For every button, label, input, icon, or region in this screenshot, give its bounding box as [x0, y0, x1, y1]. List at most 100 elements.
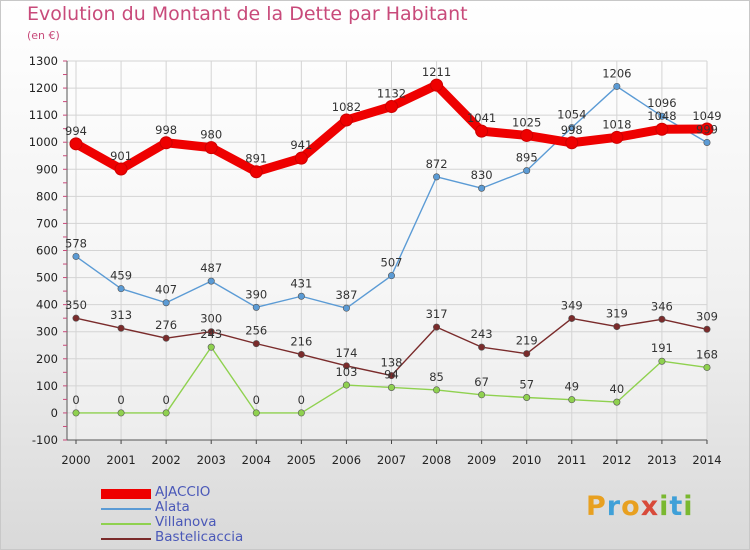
data-label: 994: [65, 124, 87, 138]
data-point: [523, 167, 531, 175]
data-point: [249, 165, 263, 179]
data-label: 350: [65, 298, 87, 312]
grid: [67, 60, 708, 441]
axes: -100010020030040050060070080090010001100…: [29, 54, 722, 467]
legend: AJACCIO Alata Villanova Bastelicaccia: [101, 484, 321, 546]
data-point: [117, 285, 125, 293]
data-point: [433, 323, 441, 331]
data-point: [342, 304, 350, 312]
data-label: 1096: [647, 96, 676, 110]
data-point: [72, 314, 80, 322]
data-label: 998: [561, 123, 583, 137]
data-label: 459: [110, 269, 132, 283]
data-label: 431: [290, 276, 312, 290]
data-label: 507: [381, 256, 403, 270]
data-point: [207, 277, 215, 285]
logo-letter: r: [606, 491, 622, 522]
data-label: 103: [335, 365, 357, 379]
y-tick-label: 100: [36, 379, 58, 393]
data-point: [72, 409, 80, 417]
y-tick-label: 1100: [29, 108, 58, 122]
data-point: [204, 141, 218, 155]
data-label: 174: [335, 346, 357, 360]
data-label: 830: [471, 168, 493, 182]
legend-label: Alata: [155, 499, 190, 515]
y-tick-label: 1000: [29, 135, 58, 149]
data-label: 67: [474, 375, 489, 389]
legend-label: Bastelicaccia: [155, 529, 244, 545]
data-label: 0: [253, 393, 260, 407]
data-point: [387, 372, 395, 380]
legend-label: Villanova: [155, 514, 217, 530]
x-tick-label: 2010: [512, 453, 541, 467]
data-point: [342, 381, 350, 389]
data-label: 1211: [422, 65, 451, 79]
legend-label: AJACCIO: [155, 484, 211, 500]
data-label: 1082: [332, 100, 361, 114]
legend-swatch: [101, 508, 151, 510]
data-point: [159, 136, 173, 150]
data-label: 390: [245, 287, 267, 301]
y-tick-label: 700: [36, 216, 58, 230]
logo-letter: o: [621, 491, 641, 522]
data-point: [297, 409, 305, 417]
x-tick-label: 2008: [422, 453, 451, 467]
legend-swatch: [101, 523, 151, 525]
data-label: 0: [162, 393, 169, 407]
data-point: [207, 343, 215, 351]
x-tick-label: 2001: [106, 453, 135, 467]
data-label: 1132: [377, 86, 406, 100]
data-label: 243: [200, 327, 222, 341]
data-point: [342, 362, 350, 370]
data-point: [297, 350, 305, 358]
data-point: [475, 124, 489, 138]
data-point: [613, 323, 621, 331]
y-tick-label: 400: [36, 298, 58, 312]
data-label: 1018: [602, 117, 631, 131]
data-label: 487: [200, 261, 222, 275]
data-point: [520, 128, 534, 142]
data-point: [114, 162, 128, 176]
data-point: [430, 78, 444, 92]
data-label: 998: [155, 123, 177, 137]
y-tick-label: 600: [36, 244, 58, 258]
logo-letter: x: [640, 491, 660, 522]
data-point: [162, 334, 170, 342]
logo-letter: i: [659, 491, 670, 522]
legend-item-villanova: Villanova: [101, 514, 321, 531]
data-label: 1206: [602, 66, 631, 80]
legend-swatch: [101, 489, 151, 499]
x-tick-label: 2009: [467, 453, 496, 467]
data-point: [297, 292, 305, 300]
data-label: 57: [519, 377, 534, 391]
data-label: 1048: [647, 109, 676, 123]
data-label: 300: [200, 312, 222, 326]
y-tick-label: 1200: [29, 81, 58, 95]
data-point: [700, 122, 714, 136]
data-label: 895: [516, 151, 538, 165]
x-tick-label: 2014: [692, 453, 721, 467]
x-tick-label: 2012: [602, 453, 631, 467]
data-point: [568, 396, 576, 404]
data-point: [433, 173, 441, 181]
data-point: [433, 386, 441, 394]
data-point: [568, 124, 576, 132]
y-tick-label: 900: [36, 162, 58, 176]
data-point: [658, 357, 666, 365]
x-tick-label: 2005: [287, 453, 316, 467]
legend-item-bastelicaccia: Bastelicaccia: [101, 529, 321, 546]
data-label: 0: [72, 393, 79, 407]
data-point: [294, 151, 308, 165]
data-label: 1054: [557, 108, 586, 122]
data-label: 891: [245, 152, 267, 166]
data-label: 349: [561, 298, 583, 312]
x-tick-label: 2004: [242, 453, 271, 467]
data-point: [523, 350, 531, 358]
data-label: 980: [200, 128, 222, 142]
x-tick-label: 2013: [647, 453, 676, 467]
data-label: 40: [610, 382, 625, 396]
data-label: 256: [245, 324, 267, 338]
data-point: [252, 303, 260, 311]
